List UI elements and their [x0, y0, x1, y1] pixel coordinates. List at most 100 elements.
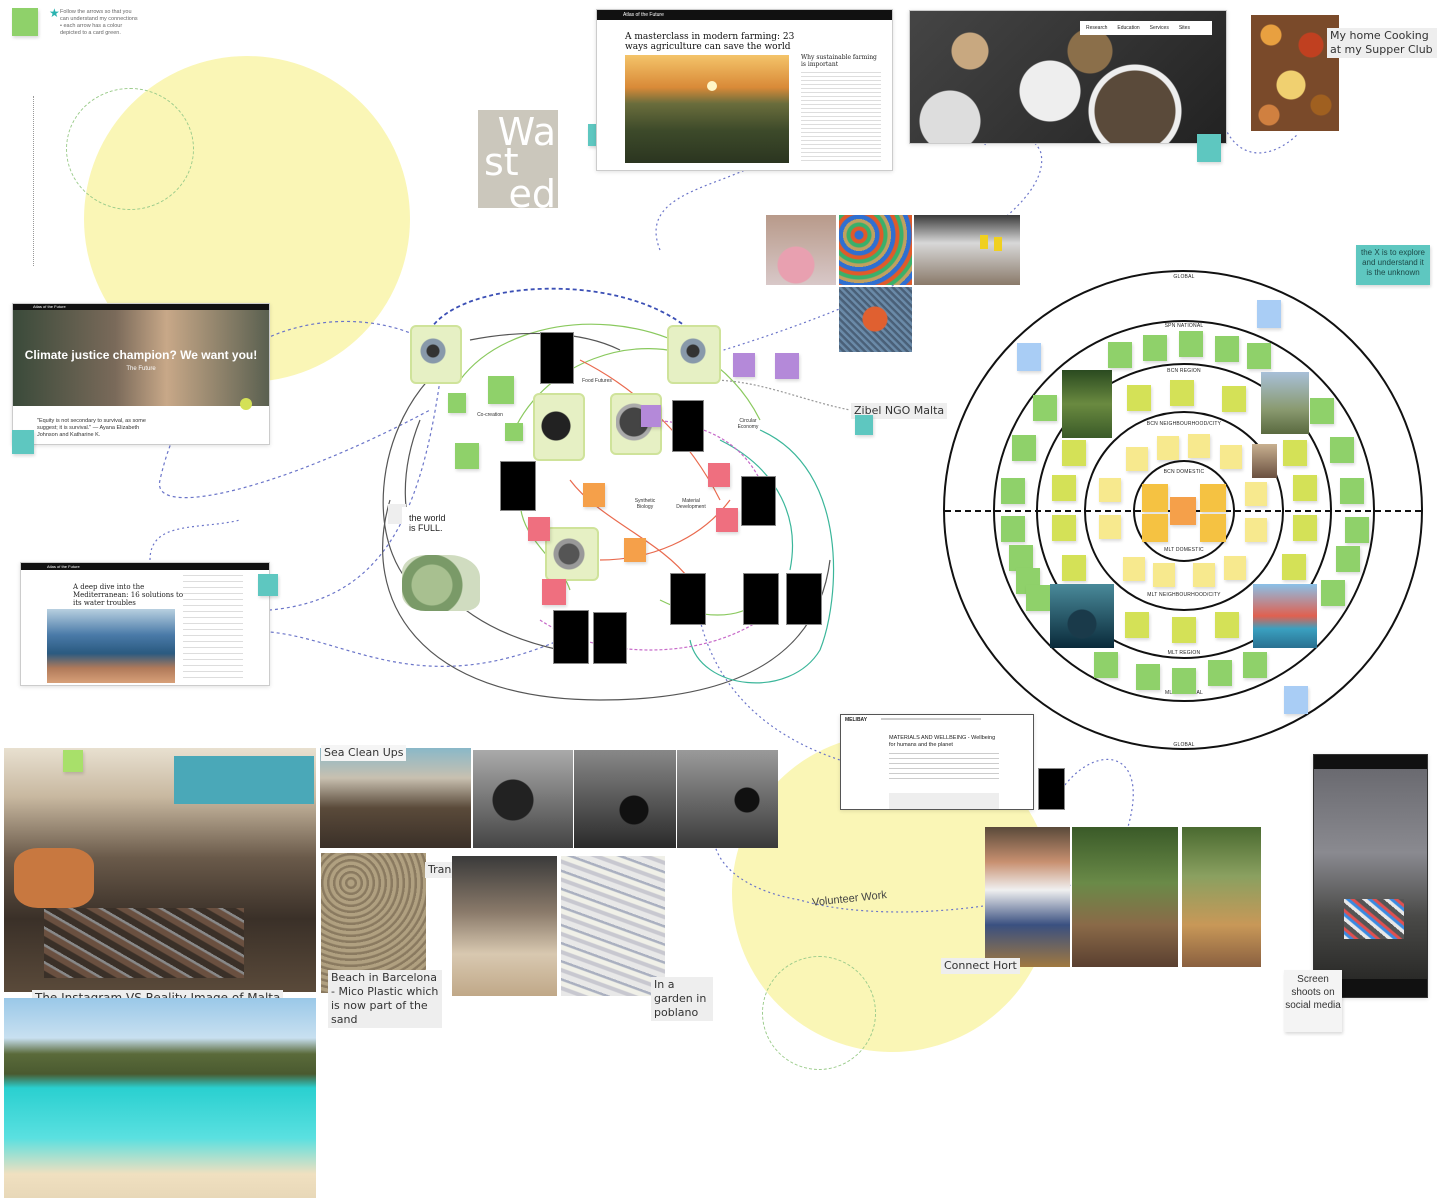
ring-sticky[interactable] — [1220, 445, 1242, 469]
ring-sticky[interactable] — [1172, 617, 1196, 643]
black-card-9[interactable] — [593, 612, 627, 664]
plastic-hands-photo[interactable] — [766, 215, 836, 285]
mm-sticky-purple-3[interactable] — [775, 353, 799, 379]
ring-sticky[interactable] — [1099, 478, 1121, 502]
supper-club-photo[interactable] — [1251, 15, 1339, 131]
node-co-creation[interactable]: Co-creation — [477, 412, 503, 418]
ring-sticky[interactable] — [1188, 434, 1210, 458]
ring-sticky[interactable] — [1142, 514, 1168, 542]
ring-sticky[interactable] — [1200, 484, 1226, 512]
ring-sticky[interactable] — [1136, 664, 1160, 690]
ring-sticky-center[interactable] — [1170, 497, 1196, 525]
social-media-screenshot[interactable] — [1313, 754, 1428, 998]
ring-sticky[interactable] — [1009, 545, 1033, 571]
ring-sticky[interactable] — [1062, 440, 1086, 466]
gray-sticky-world[interactable] — [388, 504, 406, 524]
waste-fire-photo[interactable] — [914, 215, 1020, 285]
diver-photo-1[interactable] — [473, 750, 573, 848]
ring-sticky[interactable] — [1283, 440, 1307, 466]
ring-underwater-photo[interactable] — [1050, 584, 1114, 648]
ring-sticky[interactable] — [1208, 660, 1232, 686]
ring-sticky[interactable] — [1123, 557, 1145, 581]
ring-sticky[interactable] — [1127, 385, 1151, 411]
ring-sticky[interactable] — [1062, 555, 1086, 581]
node-circular-economy[interactable]: Circular Economy — [737, 418, 759, 430]
paper-bales-photo[interactable] — [561, 856, 665, 996]
ring-hill-photo[interactable] — [1261, 372, 1309, 434]
ring-sticky[interactable] — [1243, 652, 1267, 678]
food-nav-services[interactable]: Services — [1149, 25, 1169, 31]
wasted-book-cover[interactable]: Wa st ed — [478, 110, 558, 208]
green-sticky-topleft[interactable] — [12, 8, 38, 36]
ring-sticky[interactable] — [1026, 585, 1050, 611]
plastic-pieces-photo[interactable] — [839, 215, 912, 285]
green-sticky-malta[interactable] — [63, 750, 83, 772]
teal-sticky-x-explore[interactable]: the X is to explore and understand it is… — [1356, 245, 1430, 285]
mm-sticky-pink-4[interactable] — [542, 579, 566, 605]
food-nav-education[interactable]: Education — [1117, 25, 1140, 31]
ring-sticky[interactable] — [1245, 518, 1267, 542]
ring-sticky[interactable] — [1052, 515, 1076, 541]
ring-sticky[interactable] — [1330, 437, 1354, 463]
atlas-climate-article[interactable]: Atlas of the Future Climate justice cham… — [12, 303, 270, 445]
beach-sand-photo[interactable] — [321, 853, 426, 993]
ring-sticky[interactable] — [1012, 435, 1036, 461]
mm-sticky-pink-1[interactable] — [528, 517, 550, 541]
ring-forest-photo[interactable] — [1062, 370, 1112, 438]
food-nav-research[interactable]: Research — [1086, 25, 1108, 31]
node-material-development[interactable]: Material Development — [676, 498, 706, 510]
teal-sticky-water[interactable] — [258, 574, 278, 596]
connect-hort-photo-1[interactable] — [985, 827, 1070, 967]
black-card-4[interactable] — [741, 476, 776, 526]
ring-sticky[interactable] — [1222, 386, 1246, 412]
materials-wellbeing-site[interactable]: MELIBAY MATERIALS AND WELLBEING - Wellbe… — [840, 714, 1034, 810]
black-card-10[interactable] — [1038, 768, 1065, 810]
screenshots-note[interactable]: Screen shoots on social media — [1284, 970, 1342, 1032]
ring-sticky-blue[interactable] — [1257, 300, 1281, 328]
ring-sticky[interactable] — [1200, 514, 1226, 542]
ring-sticky[interactable] — [1215, 612, 1239, 638]
food-research-site[interactable]: Research Education Services Sites — [909, 10, 1227, 144]
ring-sticky-blue[interactable] — [1284, 686, 1308, 714]
mm-sticky-orange-2[interactable] — [624, 538, 646, 562]
mm-sticky-purple-2[interactable] — [733, 353, 755, 377]
ring-sticky[interactable] — [1143, 335, 1167, 361]
ring-sticky[interactable] — [1340, 478, 1364, 504]
ring-sticky[interactable] — [1321, 580, 1345, 606]
ring-boat-photo[interactable] — [1253, 584, 1317, 648]
atlas-water-article[interactable]: Atlas of the Future A deep dive into the… — [20, 562, 270, 686]
ring-small-photo[interactable] — [1252, 444, 1277, 478]
ring-sticky[interactable] — [1245, 482, 1267, 506]
teal-sticky-left[interactable] — [12, 430, 34, 454]
malta-reality-photo[interactable] — [4, 748, 316, 992]
mm-sticky-pink-2[interactable] — [708, 463, 730, 487]
mm-sticky-green-2[interactable] — [455, 443, 479, 469]
black-card-3[interactable] — [500, 461, 536, 511]
ring-sticky[interactable] — [1126, 447, 1148, 471]
malta-instagram-photo[interactable] — [4, 998, 316, 1198]
mm-sticky-green-4[interactable] — [505, 423, 523, 441]
ring-sticky[interactable] — [1052, 475, 1076, 501]
ring-sticky[interactable] — [1125, 612, 1149, 638]
ring-sticky[interactable] — [1282, 554, 1306, 580]
ring-sticky[interactable] — [1310, 398, 1334, 424]
black-card-5[interactable] — [670, 573, 706, 625]
ring-sticky[interactable] — [1179, 331, 1203, 357]
ring-sticky[interactable] — [1001, 516, 1025, 542]
ring-sticky[interactable] — [1170, 380, 1194, 406]
sea-cleanup-photo[interactable] — [320, 748, 471, 848]
ring-sticky[interactable] — [1157, 436, 1179, 460]
connect-hort-photo-2[interactable] — [1072, 827, 1178, 967]
teal-sticky-food[interactable] — [1197, 134, 1221, 162]
teal-sticky-zibel[interactable] — [855, 415, 873, 435]
black-card-7[interactable] — [786, 573, 822, 625]
ring-sticky-blue[interactable] — [1017, 343, 1041, 371]
mm-sticky-purple-1[interactable] — [641, 405, 661, 427]
node-synthetic-biology[interactable]: Synthetic Biology — [634, 498, 656, 510]
ring-sticky[interactable] — [1108, 342, 1132, 368]
black-card-6[interactable] — [743, 573, 779, 625]
mm-sticky-orange-1[interactable] — [583, 483, 605, 507]
ring-sticky[interactable] — [1193, 563, 1215, 587]
ring-sticky[interactable] — [1224, 556, 1246, 580]
black-card-1[interactable] — [540, 332, 574, 384]
